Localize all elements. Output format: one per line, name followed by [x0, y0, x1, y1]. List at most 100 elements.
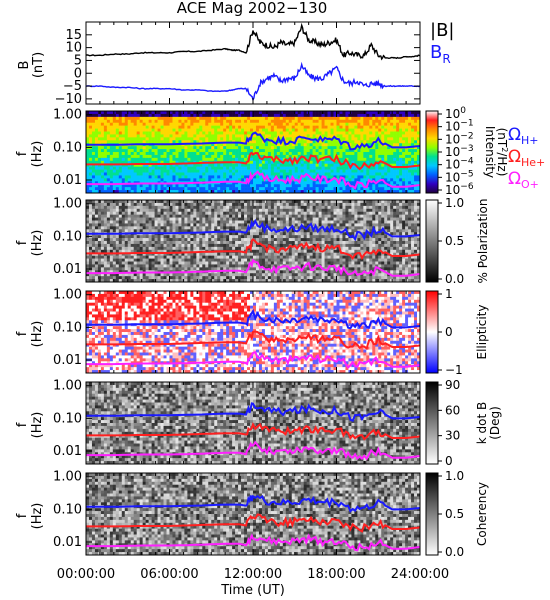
- spectrogram-cell: [184, 131, 188, 135]
- spectrogram-cell: [279, 152, 284, 156]
- spectrogram-cell: [187, 122, 191, 126]
- spectrogram-cell: [136, 276, 140, 280]
- spectrogram-cell: [157, 208, 161, 213]
- spectrogram-cell: [261, 258, 266, 262]
- spectrogram-cell: [94, 249, 99, 254]
- spectrogram-cell: [318, 116, 322, 121]
- spectrogram-cell: [112, 178, 117, 182]
- spectrogram-cell: [160, 154, 164, 159]
- spectrogram-cell: [86, 172, 90, 176]
- spectrogram-cell: [202, 264, 206, 268]
- spectrogram-cell: [258, 241, 263, 245]
- spectrogram-cell: [366, 152, 370, 156]
- spectrogram-cell: [166, 154, 170, 159]
- spectrogram-cell: [369, 140, 373, 144]
- spectrogram-cell: [109, 246, 114, 251]
- spectrogram-cell: [390, 116, 394, 121]
- spectrogram-cell: [124, 111, 129, 115]
- spectrogram-cell: [151, 149, 155, 153]
- spectrogram-cell: [238, 119, 242, 124]
- spectrogram-cell: [151, 229, 155, 233]
- spectrogram-cell: [196, 241, 200, 245]
- spectrogram-cell: [414, 169, 418, 173]
- spectrogram-cell: [163, 229, 167, 233]
- spectrogram-cell: [244, 264, 248, 268]
- spectrogram-cell: [86, 214, 90, 218]
- intensity-spectrogram: [86, 111, 421, 194]
- spectrogram-cell: [306, 143, 310, 147]
- spectrogram-cell: [115, 243, 120, 248]
- spectrogram-cell: [103, 140, 108, 144]
- spectrogram-cell: [264, 143, 269, 147]
- spectrogram-cell: [160, 276, 164, 280]
- spectrogram-cell: [241, 264, 245, 268]
- polarization-panel: 1.000.100.01 f (Hz) 1.00.50.0 % Polariza…: [15, 196, 490, 286]
- spectrogram-cell: [88, 208, 93, 213]
- spectrogram-cell: [309, 128, 313, 132]
- spectrogram-cell: [235, 246, 239, 251]
- spectrogram-cell: [244, 143, 248, 147]
- spectrogram-cell: [175, 154, 179, 159]
- spectrogram-cell: [190, 128, 194, 132]
- spectrogram-cell: [264, 252, 269, 256]
- spectrogram-cell: [121, 211, 126, 215]
- spectrogram-cell: [160, 235, 164, 239]
- spectrogram-cell: [121, 154, 126, 159]
- spectrogram-cell: [291, 137, 296, 141]
- spectrogram-cell: [136, 190, 140, 194]
- spectrogram-cell: [330, 166, 334, 170]
- spectrogram-cell: [241, 261, 245, 265]
- spectrogram-cell: [178, 111, 182, 115]
- spectrogram-cell: [345, 187, 349, 191]
- spectrogram-cell: [184, 243, 188, 248]
- spectrogram-cell: [193, 226, 197, 230]
- spectrogram-cell: [115, 279, 120, 283]
- spectrogram-cell: [94, 184, 99, 188]
- spectrogram-cell: [261, 205, 266, 210]
- spectrogram-cell: [226, 208, 230, 213]
- spectrogram-cell: [199, 205, 203, 210]
- spectrogram-cell: [261, 122, 266, 126]
- spectrogram-cell: [223, 202, 227, 207]
- spectrogram-cell: [288, 172, 293, 176]
- spectrogram-cell: [360, 178, 364, 182]
- intensity-yticks: 1.000.100.01: [53, 108, 92, 188]
- spectrogram-cell: [273, 166, 278, 170]
- spectrogram-cell: [381, 122, 385, 126]
- spectrogram-cell: [187, 119, 191, 124]
- spectrogram-cell: [175, 116, 179, 121]
- spectrogram-cell: [88, 258, 93, 262]
- spectrogram-cell: [261, 220, 266, 224]
- spectrogram-cell: [360, 122, 364, 126]
- spectrogram-cell: [351, 122, 355, 126]
- spectrogram-cell: [157, 273, 161, 277]
- spectrogram-cell: [211, 279, 215, 283]
- spectrogram-cell: [258, 255, 263, 259]
- spectrogram-cell: [288, 111, 293, 115]
- spectrogram-cell: [121, 273, 126, 277]
- spectrogram-cell: [154, 223, 158, 227]
- spectrogram-cell: [178, 154, 182, 159]
- spectrogram-cell: [354, 190, 358, 194]
- spectrogram-cell: [255, 122, 260, 126]
- spectrogram-cell: [258, 264, 263, 268]
- spectrogram-cell: [232, 181, 236, 185]
- spectrogram-cell: [202, 166, 206, 170]
- spectrogram-cell: [309, 140, 313, 144]
- spectrogram-cell: [181, 220, 185, 224]
- spectrogram-cell: [232, 154, 236, 159]
- spectrogram-cell: [187, 252, 191, 256]
- spectrogram-cell: [258, 111, 263, 115]
- spectrogram-cell: [166, 249, 170, 254]
- spectrogram-cell: [121, 220, 126, 224]
- spectrogram-cell: [127, 205, 132, 210]
- spectrogram-cell: [148, 211, 152, 215]
- spectrogram-cell: [214, 131, 218, 135]
- spectrogram-cell: [244, 276, 248, 280]
- spectrogram-cell: [97, 211, 102, 215]
- spectrogram-cell: [187, 223, 191, 227]
- spectrogram-cell: [139, 229, 143, 233]
- spectrogram-cell: [86, 181, 90, 185]
- spectrogram-cell: [145, 184, 149, 188]
- spectrogram-cell: [279, 119, 284, 124]
